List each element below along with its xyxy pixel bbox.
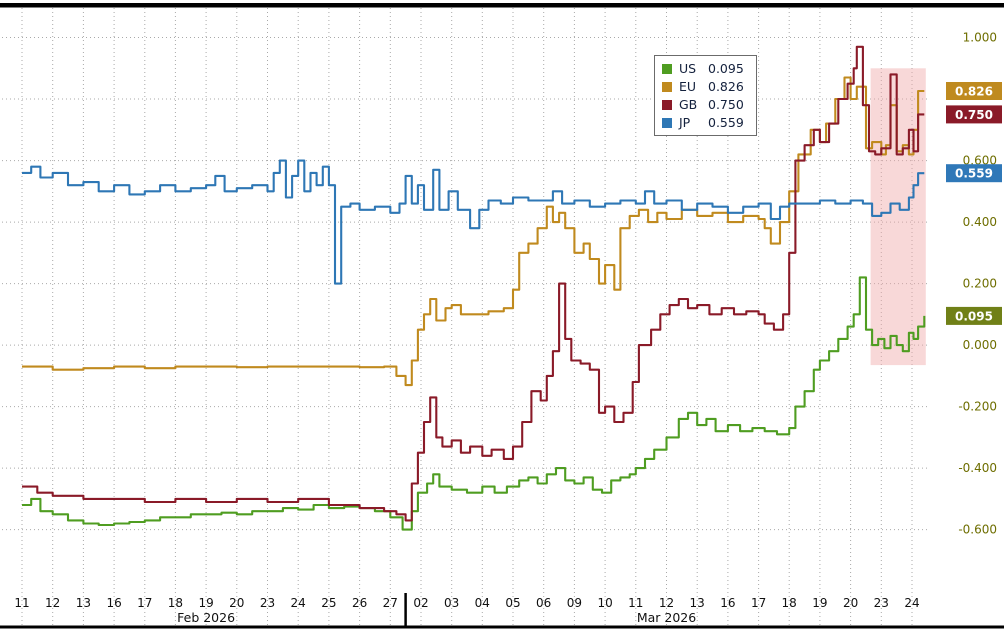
x-tick-label: 18 — [168, 596, 183, 610]
top-axis-bar — [0, 3, 1004, 8]
x-tick-label: 26 — [352, 596, 367, 610]
legend-swatch-eu-icon — [662, 81, 672, 92]
x-tick-label: 13 — [76, 596, 91, 610]
horizontal-gridlines — [2, 37, 930, 531]
y-tick-label: 0.400 — [963, 215, 997, 229]
y-tick-label: -0.600 — [958, 523, 997, 537]
legend-series-name: EU — [679, 79, 697, 94]
legend-swatch-jp-icon — [662, 117, 672, 128]
x-tick-label: 24 — [291, 596, 306, 610]
svg-text:0.826: 0.826 — [955, 85, 993, 99]
x-tick-label: 25 — [321, 596, 336, 610]
x-tick-label: 23 — [874, 596, 889, 610]
x-tick-label: 23 — [260, 596, 275, 610]
y-axis-labels: 1.000 0.600 0.400 0.200 0.000 -0.200 -0.400 -0.… — [958, 31, 997, 537]
series-line-jp — [22, 159, 925, 285]
y-tick-label: 0.600 — [963, 154, 997, 168]
last-value-badge-jp: 0.559 — [946, 164, 1002, 183]
x-tick-label: 11 — [14, 596, 29, 610]
x-tick-label: 24 — [904, 596, 919, 610]
svg-text:0.559: 0.559 — [955, 167, 993, 181]
y-tick-label: 0.200 — [963, 277, 997, 291]
x-tick-label: 20 — [229, 596, 244, 610]
series-line-us — [22, 276, 926, 531]
x-tick-label: 06 — [536, 596, 551, 610]
x-tick-label: 13 — [690, 596, 705, 610]
x-tick-label: 09 — [567, 596, 582, 610]
legend-series-value: 0.750 — [708, 97, 744, 112]
x-tick-label: 16 — [106, 596, 121, 610]
x-tick-label: 12 — [45, 596, 60, 610]
legend-swatch-us-icon — [662, 63, 672, 74]
x-tick-label: 04 — [475, 596, 490, 610]
legend-item-gb: GB 0.750 — [662, 97, 744, 112]
series-line-gb — [22, 45, 925, 522]
legend-series-name: US — [679, 61, 697, 76]
month-label: Mar 2026 — [637, 610, 696, 625]
last-value-badge-eu: 0.826 — [946, 82, 1002, 100]
svg-text:0.095: 0.095 — [955, 309, 993, 323]
x-axis-labels: 11 12 13 16 17 18 19 20 23 24 25 26 27 02 03 04 05 06 09 10… — [14, 596, 919, 610]
legend-series-value: 0.095 — [708, 61, 744, 76]
y-tick-label: -0.200 — [958, 400, 997, 414]
y-tick-label: -0.400 — [958, 461, 997, 475]
x-tick-label: 16 — [720, 596, 735, 610]
x-tick-label: 05 — [505, 596, 520, 610]
x-tick-label: 19 — [812, 596, 827, 610]
month-label: Feb 2026 — [177, 610, 235, 625]
legend-swatch-gb-icon — [662, 99, 672, 110]
y-tick-label: 0.000 — [963, 338, 997, 352]
x-tick-label: 17 — [137, 596, 152, 610]
legend-series-value: 0.559 — [708, 115, 744, 130]
last-value-badge-us: 0.095 — [946, 306, 1002, 325]
x-tick-label: 20 — [843, 596, 858, 610]
legend-series-value: 0.826 — [708, 79, 744, 94]
legend: US 0.095 EU 0.826 GB 0.750 JP 0.559 — [654, 55, 757, 136]
legend-item-eu: EU 0.826 — [662, 79, 744, 94]
x-tick-label: 12 — [659, 596, 674, 610]
x-tick-label: 03 — [444, 596, 459, 610]
legend-series-name: JP — [679, 115, 691, 130]
x-tick-label: 10 — [597, 596, 612, 610]
legend-item-us: US 0.095 — [662, 61, 744, 76]
bottom-axis-bar — [0, 625, 1004, 629]
vertical-gridlines — [21, 8, 913, 625]
last-value-badge-gb: 0.750 — [946, 105, 1002, 124]
x-tick-label: 18 — [782, 596, 797, 610]
legend-item-jp: JP 0.559 — [662, 115, 744, 130]
x-tick-label: 27 — [383, 596, 398, 610]
x-tick-label: 17 — [751, 596, 766, 610]
x-tick-label: 11 — [628, 596, 643, 610]
month-labels: Feb 2026 Mar 2026 — [177, 610, 696, 625]
legend-series-name: GB — [679, 97, 698, 112]
x-tick-label: 02 — [413, 596, 428, 610]
x-tick-label: 19 — [198, 596, 213, 610]
series-line-eu — [22, 76, 925, 387]
axis-frame — [0, 3, 1004, 629]
svg-text:0.750: 0.750 — [955, 108, 993, 122]
y-tick-label: 1.000 — [963, 31, 997, 45]
